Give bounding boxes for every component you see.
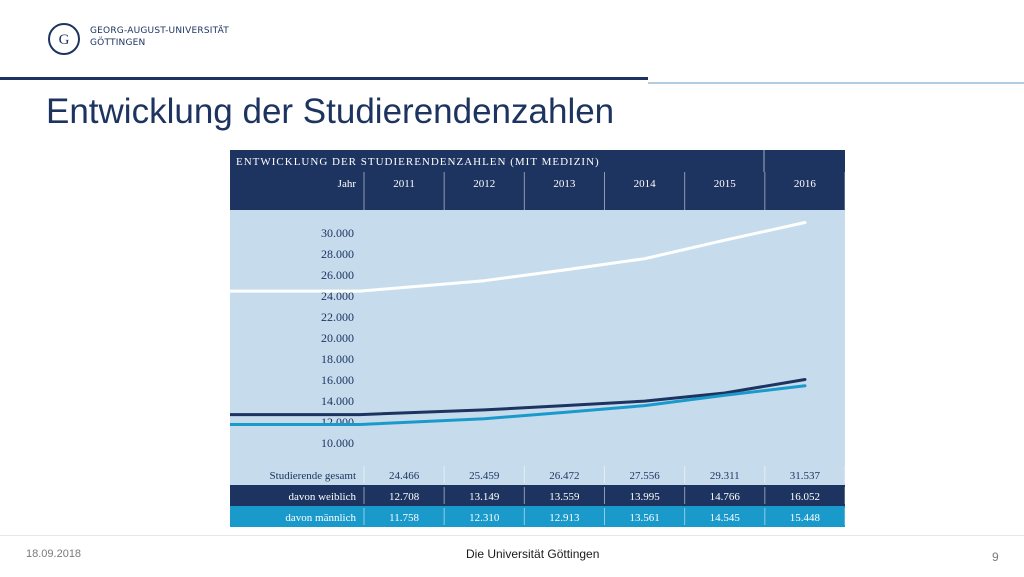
cell-value: 13.149 <box>469 491 500 503</box>
series-line-0 <box>228 221 807 293</box>
y-tick-label: 22.000 <box>321 310 354 324</box>
y-tick-label: 20.000 <box>321 331 354 345</box>
cell-value: 31.537 <box>790 470 821 482</box>
university-name-line1: GEORG-AUGUST-UNIVERSITÄT <box>90 26 229 36</box>
cell-value: 14.766 <box>710 491 741 503</box>
chart-title: ENTWICKLUNG DER STUDIERENDENZAHLEN (MIT … <box>236 156 600 168</box>
y-tick-label: 26.000 <box>321 268 354 282</box>
cell-value: 16.052 <box>790 491 820 503</box>
cell-value: 12.310 <box>469 512 500 524</box>
cell-value: 13.561 <box>629 512 659 524</box>
year-label: 2013 <box>553 178 576 190</box>
cell-value: 13.559 <box>549 491 580 503</box>
table-row-bg <box>230 485 845 506</box>
series-line-2 <box>228 384 807 426</box>
chart-container: ENTWICKLUNG DER STUDIERENDENZAHLEN (MIT … <box>228 150 846 530</box>
table-row-bg <box>230 464 845 485</box>
page-number: 9 <box>992 550 999 564</box>
svg-text:G: G <box>59 32 70 48</box>
cell-value: 12.708 <box>389 491 420 503</box>
year-label: 2015 <box>714 178 737 190</box>
header-row <box>230 172 845 210</box>
cell-value: 26.472 <box>549 470 579 482</box>
series-line-1 <box>228 378 807 417</box>
y-tick-label: 18.000 <box>321 352 354 366</box>
cell-value: 12.913 <box>549 512 580 524</box>
header-divider <box>0 77 648 80</box>
cell-value: 25.459 <box>469 470 500 482</box>
year-label: 2012 <box>473 178 495 190</box>
cell-value: 11.758 <box>389 512 419 524</box>
y-tick-label: 16.000 <box>321 373 354 387</box>
y-tick-label: 10.000 <box>321 436 354 450</box>
year-label: 2014 <box>634 178 657 190</box>
y-tick-label: 14.000 <box>321 394 354 408</box>
footer-center-text: Die Universität Göttingen <box>466 547 600 561</box>
plot-area <box>230 210 845 464</box>
row-label: davon männlich <box>285 512 356 524</box>
university-name-line2: GÖTTINGEN <box>90 38 146 48</box>
line-chart: ENTWICKLUNG DER STUDIERENDENZAHLEN (MIT … <box>228 150 846 527</box>
header-divider-accent <box>648 82 1024 84</box>
university-logo-icon: G <box>48 23 80 55</box>
header-label-jahr: Jahr <box>338 178 357 190</box>
y-tick-label: 12.000 <box>321 415 354 429</box>
footer-bar <box>0 535 1024 577</box>
cell-value: 29.311 <box>710 470 740 482</box>
table-row-bg <box>230 506 845 527</box>
row-label: Studierende gesamt <box>270 470 356 482</box>
university-name: GEORG-AUGUST-UNIVERSITÄT GÖTTINGEN <box>90 25 229 49</box>
cell-value: 24.466 <box>389 470 420 482</box>
page-title: Entwicklung der Studierendenzahlen <box>46 92 615 131</box>
cell-value: 15.448 <box>790 512 821 524</box>
year-label: 2016 <box>794 178 817 190</box>
footer-date: 18.09.2018 <box>26 548 82 560</box>
cell-value: 27.556 <box>629 470 660 482</box>
row-label: davon weiblich <box>288 491 356 503</box>
y-tick-label: 28.000 <box>321 247 354 261</box>
chart-title-bar <box>230 150 845 172</box>
year-label: 2011 <box>393 178 415 190</box>
cell-value: 14.545 <box>710 512 741 524</box>
cell-value: 13.995 <box>629 491 660 503</box>
y-tick-label: 30.000 <box>321 226 354 240</box>
